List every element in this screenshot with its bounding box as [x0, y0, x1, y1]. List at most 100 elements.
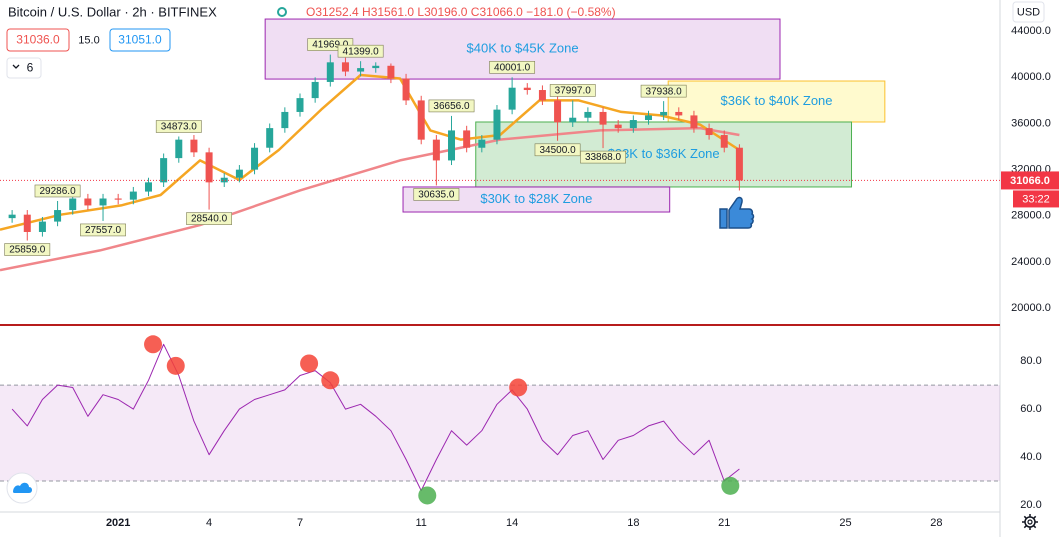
price-label-box — [155, 120, 202, 133]
candles — [0, 54, 743, 492]
candle-body — [735, 147, 743, 181]
moving-average — [0, 73, 741, 231]
candle-body — [523, 87, 531, 91]
candle-body — [417, 100, 425, 140]
candle-body — [144, 182, 152, 192]
ohlc-summary: O31252.4 H31561.0 L30196.0 C31066.0 −181… — [306, 5, 616, 19]
rsi-signal — [166, 356, 185, 375]
price-label-box — [640, 84, 687, 98]
candle-body — [508, 87, 516, 110]
thumbs-up-icon — [719, 196, 755, 229]
y-tick-label: 80.0 — [1020, 355, 1041, 367]
x-tick-label: 25 — [839, 517, 851, 529]
overlay: $40K to $45K Zone $36K to $40K Zone $33K t… — [0, 38, 1000, 505]
candle-body — [281, 111, 289, 129]
x-tick-label: 21 — [718, 517, 730, 529]
price-label-box — [186, 212, 232, 225]
candle-body — [675, 111, 683, 116]
price-label-box — [428, 99, 475, 113]
candle-body — [84, 198, 92, 206]
y-tick-label: 40.0 — [1020, 451, 1041, 463]
y-tick-label: 24000.0 — [1011, 256, 1051, 268]
last-price-box — [1001, 171, 1059, 190]
y-tick-label: 44000.0 — [1011, 25, 1051, 37]
indicators-toggle[interactable] — [6, 57, 42, 79]
candle-body — [69, 198, 77, 211]
market-status — [277, 7, 287, 17]
price-label: 37938.0 — [646, 86, 683, 97]
price-label: 30635.0 — [418, 190, 455, 201]
candle-body — [235, 169, 243, 178]
x-tick-label: 28 — [930, 517, 942, 529]
candle-body — [160, 158, 168, 183]
buy-button[interactable] — [109, 28, 171, 52]
bid-price[interactable]: 31036.0 — [16, 33, 60, 47]
last-price-label: 31066.0 — [1010, 175, 1050, 187]
candle-body — [266, 128, 274, 148]
candle-body — [614, 124, 622, 129]
rsi-signal — [300, 354, 319, 373]
rsi-signal — [321, 371, 340, 390]
x-tick-label: 14 — [506, 517, 518, 529]
rsi-signal — [144, 335, 163, 354]
candle-body — [660, 111, 668, 116]
candle-body — [341, 62, 349, 72]
candle-body — [114, 198, 122, 200]
candle-body — [205, 152, 213, 183]
price-label: 28540.0 — [191, 214, 228, 225]
candle-body — [296, 98, 304, 112]
sell-button[interactable] — [6, 28, 70, 52]
rsi-signal — [418, 486, 437, 505]
price-label: 29286.0 — [39, 186, 76, 197]
candle-body — [599, 111, 607, 125]
price-label-box — [413, 188, 460, 201]
candle-body — [584, 111, 592, 118]
candle-body — [644, 115, 652, 121]
tradingview-logo[interactable] — [6, 472, 38, 504]
y-tick-label: 60.0 — [1020, 403, 1041, 415]
moving-average — [0, 126, 740, 272]
candle-body — [448, 130, 456, 161]
price-label: 41399.0 — [343, 46, 380, 57]
candle-body — [690, 115, 698, 129]
candle-body — [251, 147, 259, 170]
zone-label: $30K to $28K Zone — [480, 191, 592, 206]
candle-body — [54, 210, 62, 222]
x-tick-label: 11 — [416, 517, 427, 529]
x-tick-label: 18 — [627, 517, 639, 529]
candle-body — [99, 198, 107, 206]
price-label-box — [580, 150, 626, 164]
price-label-box — [489, 61, 536, 74]
settings-icon[interactable] — [1022, 514, 1038, 530]
countdown: 33:22 — [1022, 193, 1050, 205]
currency[interactable]: USD — [1017, 6, 1040, 18]
candle-body — [402, 78, 410, 101]
zone — [475, 121, 853, 188]
price-label-box — [337, 44, 384, 58]
zone-label: $40K to $45K Zone — [467, 40, 579, 55]
rsi-signal — [509, 378, 528, 397]
candle-body — [8, 214, 16, 219]
zone-label: $33K to $36K Zone — [608, 146, 720, 161]
zone-label: $36K to $40K Zone — [720, 93, 832, 108]
candle-body — [387, 65, 395, 79]
candle-body — [190, 139, 198, 153]
price-label: 27557.0 — [85, 225, 122, 236]
ask-price[interactable]: 31051.0 — [118, 33, 162, 47]
candle-body — [569, 117, 577, 123]
currency-button[interactable] — [1012, 1, 1045, 23]
price-label-box — [80, 223, 126, 237]
candle-body — [220, 177, 228, 183]
indicator-count[interactable]: 6 — [27, 61, 34, 75]
candle-body — [493, 109, 501, 140]
price-label: 34500.0 — [539, 145, 576, 156]
candle-body — [554, 100, 562, 123]
price-label: 36656.0 — [433, 101, 470, 112]
price-label: 40001.0 — [494, 62, 531, 73]
candle-body — [311, 81, 319, 99]
price-label-box — [4, 243, 51, 256]
candle-body — [38, 221, 46, 232]
price-label: 25859.0 — [9, 245, 46, 256]
